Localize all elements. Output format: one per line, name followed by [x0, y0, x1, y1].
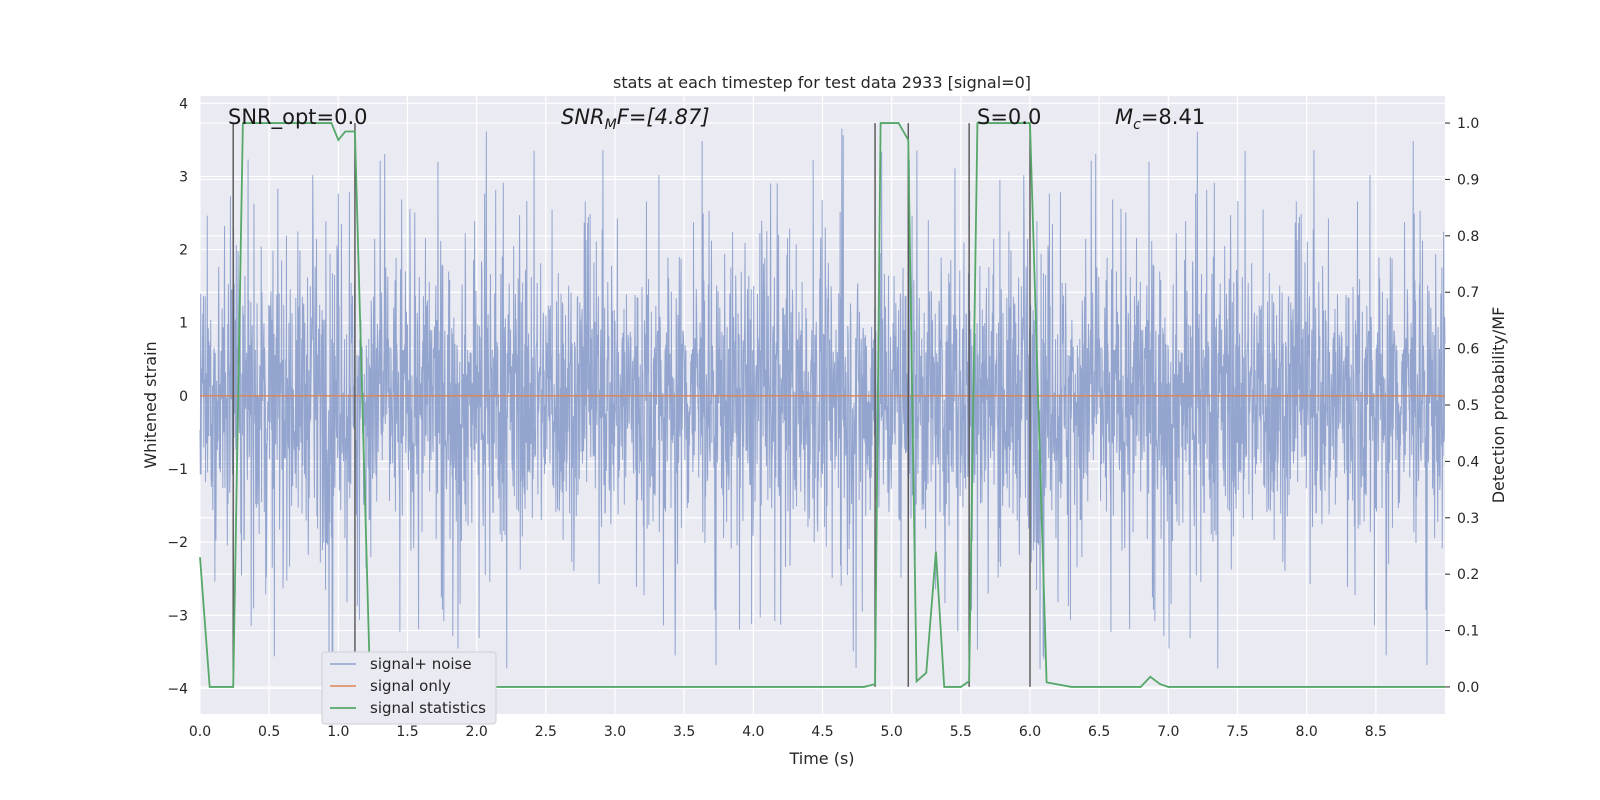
chart-title: stats at each timestep for test data 293…: [613, 73, 1031, 92]
y2-axis-label: Detection probability/MF: [1489, 307, 1508, 504]
x-tick-label: 1.0: [327, 724, 349, 740]
y2-tick-label: 0.0: [1457, 680, 1479, 696]
noise-series: [199, 128, 1446, 669]
y-tick-label: 1: [179, 316, 188, 332]
noise-trace: [199, 128, 1446, 669]
y-tick-label: −4: [167, 681, 188, 697]
y-tick-label: −3: [167, 608, 188, 624]
y-tick-label: −2: [167, 535, 188, 551]
y-tick-label: 0: [179, 389, 188, 405]
mc-value: =8.41: [1141, 105, 1205, 129]
legend-label-noise: signal+ noise: [370, 655, 472, 673]
s-annotation: S=0.0: [977, 105, 1041, 129]
y2-tick-label: 0.5: [1457, 398, 1479, 414]
legend: signal+ noise signal only signal statist…: [321, 651, 497, 725]
x-tick-label: 1.5: [396, 724, 418, 740]
x-axis-label: Time (s): [788, 749, 854, 768]
snr-opt-annotation: SNR_opt=0.0: [228, 105, 368, 130]
x-tick-label: 6.5: [1088, 724, 1110, 740]
y2-tick-label: 0.6: [1457, 342, 1479, 358]
y-tick-label: −1: [167, 462, 188, 478]
x-tick-label: 3.0: [604, 724, 626, 740]
x-tick-label: 8.5: [1365, 724, 1387, 740]
x-tick-label: 2.0: [466, 724, 488, 740]
y-tick-label: 4: [179, 96, 188, 112]
x-tick-label: 5.0: [881, 724, 903, 740]
legend-label-signal: signal only: [370, 677, 451, 695]
x-tick-label: 0.0: [189, 724, 211, 740]
vertical-markers: [232, 123, 1031, 687]
x-tick-label: 7.0: [1157, 724, 1179, 740]
y2-tick-label: 0.9: [1457, 172, 1479, 188]
snr-mf-annotation: SNRMF=[4.87]: [561, 105, 710, 133]
y2-tick-label: 1.0: [1457, 116, 1479, 132]
y-ticks: 4 3 2 1 0 −1 −2 −3 −4: [167, 96, 188, 697]
x-tick-label: 2.5: [535, 724, 557, 740]
y2-tick-label: 0.8: [1457, 229, 1479, 245]
x-tick-label: 5.5: [950, 724, 972, 740]
x-tick-label: 4.0: [742, 724, 764, 740]
legend-box: [321, 651, 497, 725]
y-axis-label: Whitened strain: [141, 341, 160, 468]
mc-sub: c: [1133, 117, 1141, 133]
x-tick-label: 3.5: [673, 724, 695, 740]
x-tick-label: 4.5: [811, 724, 833, 740]
signal-statistics-line: [199, 122, 1445, 688]
y2-tick-label: 0.2: [1457, 567, 1479, 583]
y2-ticks: 1.0 0.9 0.8 0.7 0.6 0.5 0.4 0.3 0.2 0.1 0.0: [1445, 116, 1479, 696]
y2-tick-label: 0.3: [1457, 511, 1479, 527]
x-tick-label: 6.0: [1019, 724, 1041, 740]
x-tick-label: 0.5: [258, 724, 280, 740]
y-tick-label: 3: [179, 169, 188, 185]
mc-annotation: Mc=8.41: [1115, 105, 1205, 133]
x-tick-label: 8.0: [1296, 724, 1318, 740]
snr-mf-sub: M: [605, 117, 617, 133]
snr-mf-label: SNR: [561, 105, 605, 129]
y2-tick-label: 0.4: [1457, 454, 1479, 470]
mc-label: M: [1115, 105, 1133, 129]
y-tick-label: 2: [179, 243, 188, 259]
x-tick-label: 7.5: [1226, 724, 1248, 740]
x-ticks: 0.0 0.5 1.0 1.5 2.0 2.5 3.0 3.5 4.0 4.5 5.0 5.5 6.0 6…: [189, 724, 1387, 740]
snr-mf-value: F=[4.87]: [617, 105, 710, 129]
y2-tick-label: 0.7: [1457, 285, 1479, 301]
y2-tick-label: 0.1: [1457, 624, 1479, 640]
legend-label-stats: signal statistics: [370, 699, 486, 717]
